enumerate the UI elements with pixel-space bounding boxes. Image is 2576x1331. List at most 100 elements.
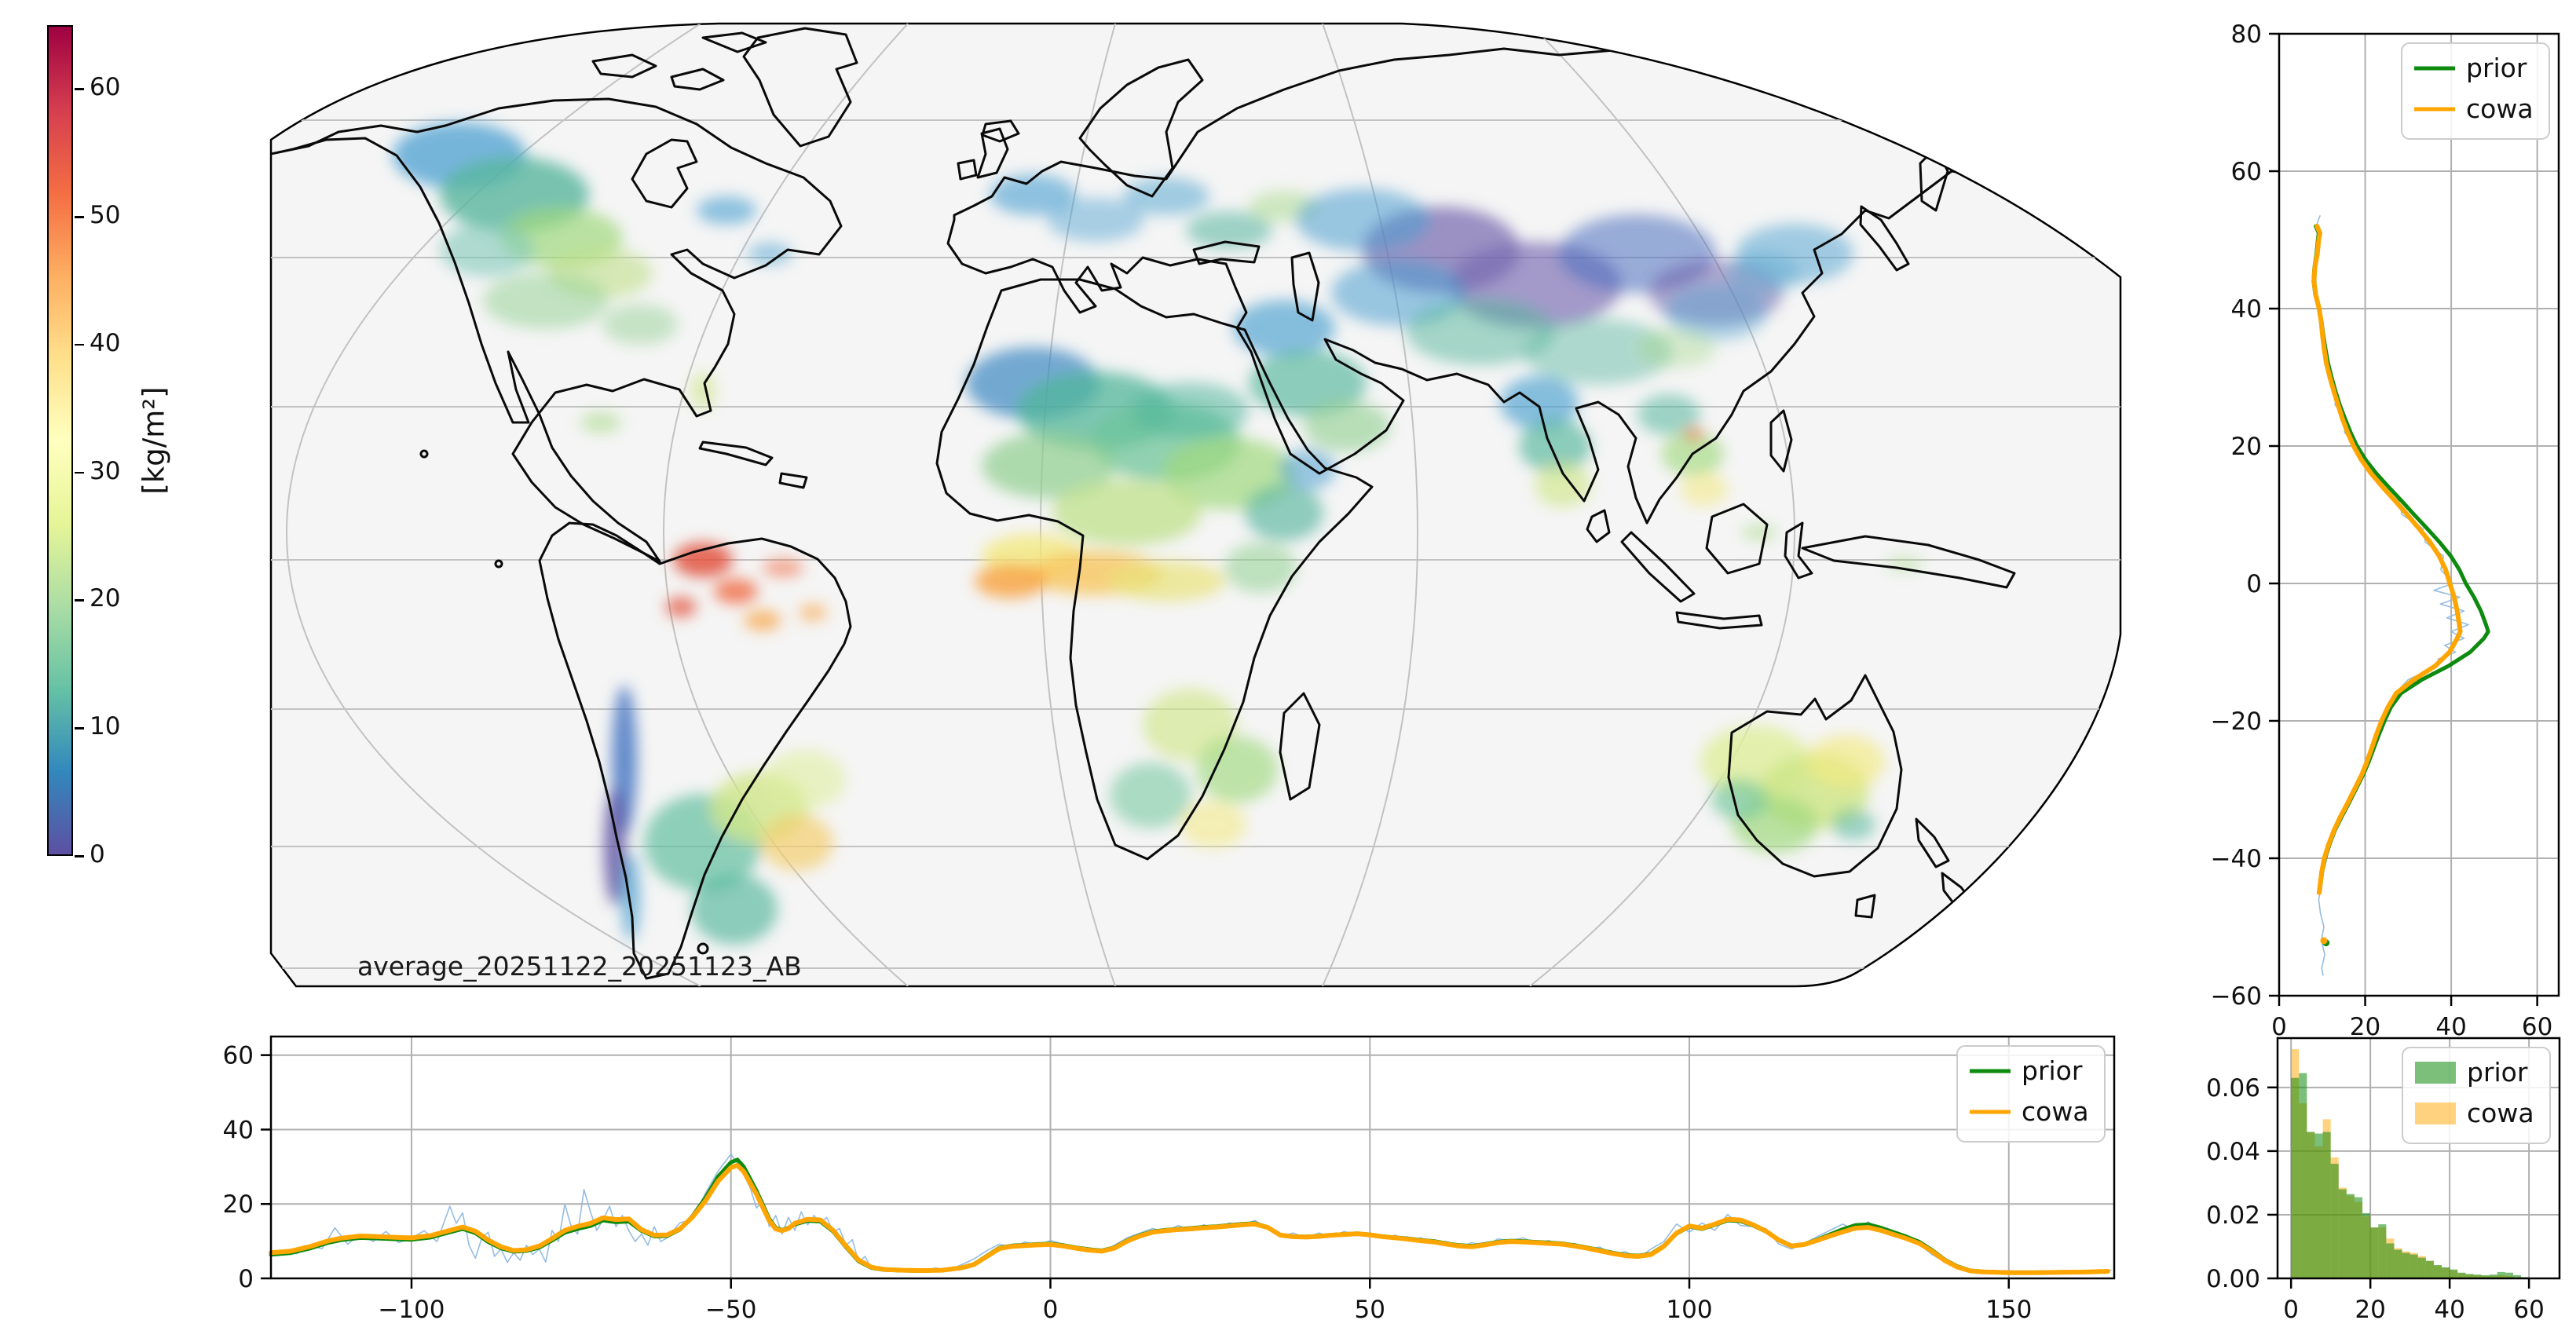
series-meridional_mean_raw [270, 1153, 2112, 1274]
colorbar-tick-label: 60 [90, 73, 121, 102]
world-map: average_20251122_20251123_AB [269, 22, 2122, 988]
hist-bar [2354, 1197, 2363, 1278]
hist-bar [2457, 1272, 2466, 1278]
hist-bar [2410, 1254, 2418, 1278]
colorbar-tick [75, 471, 84, 474]
x-tick-label: −50 [705, 1296, 756, 1324]
x-tick-label: 150 [1985, 1296, 2032, 1324]
x-tick-label: 0 [2271, 1013, 2287, 1041]
hist-bar [2442, 1267, 2450, 1278]
coast-hawaii [419, 449, 429, 459]
coast-galapagos [494, 559, 503, 569]
colorbar-tick-label: 50 [90, 201, 121, 230]
series-prior [2311, 224, 2490, 895]
y-tick-label: −40 [2211, 845, 2262, 873]
y-tick-label: 40 [223, 1116, 254, 1144]
colorbar-tick [75, 727, 84, 729]
hist-bar [2473, 1274, 2482, 1278]
axis-ticks [2267, 1086, 2530, 1289]
coast-caspian-sea [1290, 251, 1320, 322]
y-tick-label: 0.04 [2206, 1138, 2260, 1166]
axis-ticks [261, 1054, 2011, 1289]
series-cowa [2311, 224, 2463, 895]
x-tick-label: 40 [2434, 1296, 2464, 1324]
coast-japan [1859, 205, 1910, 272]
colorbar-tick [75, 88, 84, 90]
hist-bar [2314, 1133, 2323, 1278]
x-tick-label: 0 [2283, 1296, 2299, 1324]
y-tick-label: 0.06 [2206, 1074, 2260, 1102]
y-tick-label: −60 [2211, 982, 2262, 1011]
y-tick-label: 20 [2231, 433, 2262, 461]
hist-bar [2512, 1274, 2522, 1278]
legend-label-prior: prior [2466, 53, 2527, 83]
hist-bar [2425, 1260, 2434, 1278]
colorbar-label: [kg/m²] [137, 386, 171, 495]
x-tick-label: 50 [1355, 1296, 1385, 1324]
hist-bar [2402, 1252, 2410, 1278]
colorbar-tick [75, 855, 84, 857]
y-tick-label: 80 [2231, 20, 2262, 49]
coast-sulawesi [1784, 521, 1813, 580]
coast-arctic-islands [591, 31, 767, 91]
hist-bar [2378, 1224, 2387, 1278]
hist-bar [2322, 1132, 2331, 1278]
hist-bar [2291, 1077, 2300, 1278]
coast-north-america [271, 97, 843, 563]
coast-borneo [1705, 503, 1769, 575]
hist-series-prior [2291, 1073, 2530, 1278]
y-tick-label: −20 [2211, 708, 2262, 736]
axis-ticks [2269, 32, 2538, 1006]
legend-swatch-cowa [2415, 1102, 2456, 1124]
x-tick-label: 100 [1666, 1296, 1712, 1324]
lat_profile-svg: 0 20 40 60 −60 −40 −20 0 20 40 60 80 prior cowa [2211, 20, 2560, 1041]
hist-bar [2481, 1274, 2490, 1278]
legend-label-cowa: cowa [2467, 1098, 2534, 1128]
hist-bar [2433, 1264, 2442, 1278]
coast-black-sea [1192, 240, 1261, 265]
x-tick-label: −100 [378, 1296, 445, 1324]
map-annotation: average_20251122_20251123_AB [357, 951, 802, 982]
hist-bar [2505, 1272, 2513, 1278]
hist-bar [2386, 1243, 2395, 1278]
lon_profile-svg: −100 −50 0 50 100 150 0 20 40 60 prior cowa [223, 1035, 2116, 1324]
y-tick-label: 0.02 [2206, 1201, 2260, 1230]
coast-caribbean [698, 441, 808, 489]
colorbar-tick-label: 20 [90, 584, 121, 613]
grid [271, 1037, 2114, 1278]
hist-bar [2489, 1274, 2497, 1278]
hist-bar [2346, 1194, 2355, 1278]
y-tick-label: 0 [2246, 570, 2262, 598]
coast-new-guinea [1801, 535, 2016, 589]
legend-label-cowa: cowa [2022, 1096, 2089, 1127]
x-tick-label: 0 [1043, 1296, 1059, 1324]
hist-bar [2497, 1271, 2505, 1278]
histogram-panel: 0 20 40 60 0.00 0.02 0.04 0.06 prior cowa [2206, 1037, 2561, 1324]
hist-bar [2299, 1073, 2307, 1278]
hist-bar [2330, 1164, 2339, 1278]
hist-bar [2417, 1257, 2426, 1278]
legend-label-cowa: cowa [2466, 93, 2534, 124]
x-tick-label: 40 [2435, 1013, 2466, 1041]
grid [2279, 34, 2559, 996]
hist-bar [2450, 1269, 2458, 1278]
x-tick-label: 20 [2350, 1013, 2380, 1041]
y-tick-label: 0 [238, 1265, 254, 1293]
hist-bar [2307, 1132, 2315, 1278]
coast-philippines [1769, 409, 1793, 473]
coast-eurasia [946, 47, 2032, 525]
colorbar-tick-label: 10 [90, 712, 121, 741]
coast-scandinavia [1078, 58, 1204, 198]
series-cowa [269, 1163, 2110, 1275]
axes-spines [269, 1035, 2116, 1280]
colorbar-tick-label: 30 [90, 456, 121, 485]
coastlines [271, 27, 2032, 980]
series-end-dot-cowa [2320, 937, 2328, 945]
hist-bar [2338, 1189, 2347, 1278]
x-tick-label: 60 [2513, 1296, 2544, 1324]
colorbar-gradient [47, 25, 73, 856]
axes-spines [2276, 1037, 2561, 1280]
coast-greenland [742, 27, 858, 148]
coast-australia [1727, 674, 1903, 878]
